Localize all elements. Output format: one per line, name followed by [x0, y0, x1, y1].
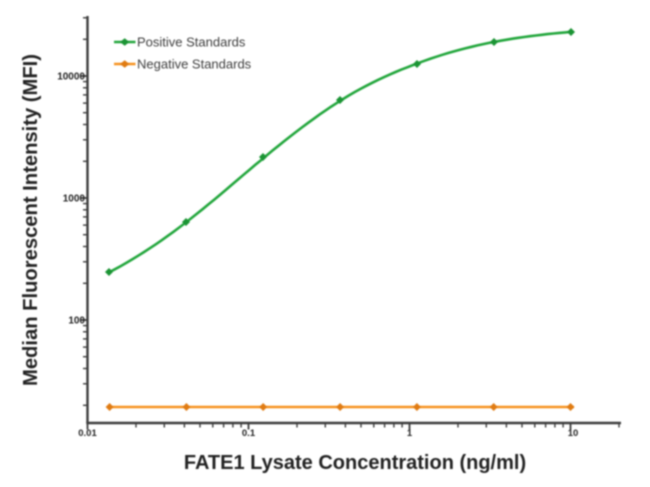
svg-text:0.1: 0.1: [242, 428, 256, 439]
svg-text:10: 10: [568, 428, 579, 439]
svg-text:0.01: 0.01: [78, 428, 97, 439]
svg-text:Negative Standards: Negative Standards: [137, 57, 252, 72]
svg-text:10000: 10000: [57, 72, 85, 83]
svg-text:Median Fluorescent Intensity (: Median Fluorescent Intensity (MFI): [20, 54, 42, 386]
svg-text:FATE1 Lysate Concentration (ng: FATE1 Lysate Concentration (ng/ml): [184, 452, 526, 474]
svg-text:Positive Standards: Positive Standards: [137, 35, 246, 50]
svg-text:1000: 1000: [63, 194, 86, 205]
svg-text:1: 1: [407, 428, 413, 439]
svg-text:100: 100: [68, 316, 85, 327]
